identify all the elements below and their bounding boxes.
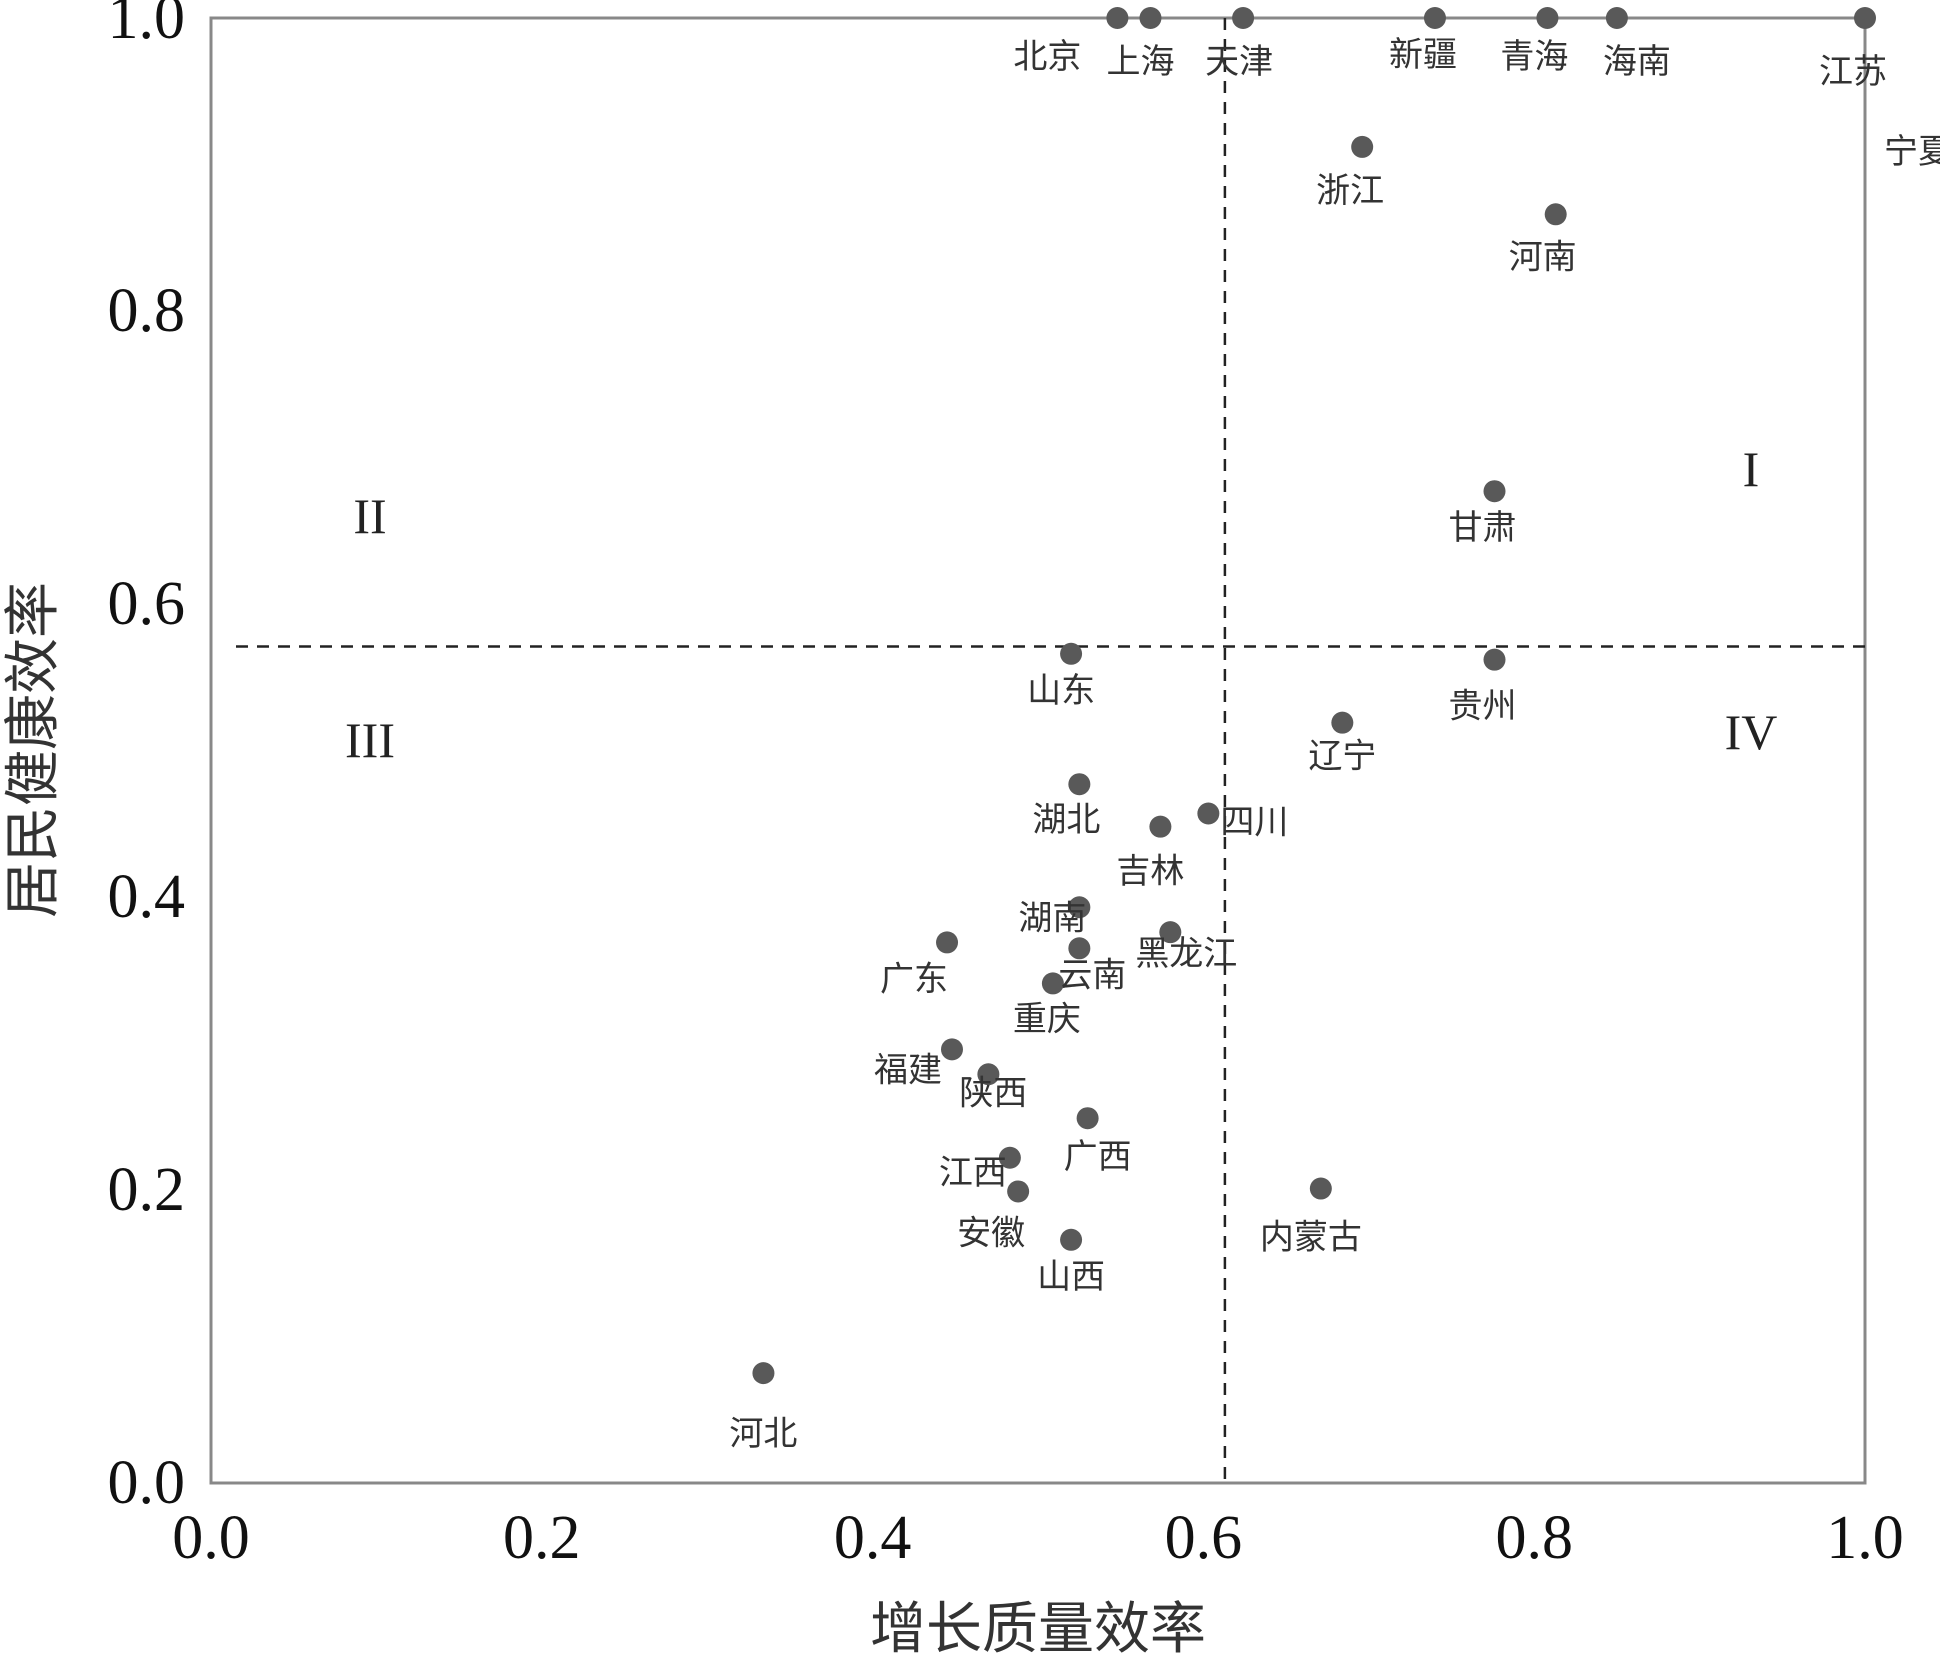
scatter-point (1544, 203, 1567, 226)
point-label: 广西 (1064, 1137, 1132, 1177)
point-label: 陕西 (959, 1073, 1027, 1113)
point-label: 北京 (1013, 37, 1081, 77)
scatter-point (1483, 648, 1506, 671)
quadrant-label: III (345, 712, 395, 768)
point-label: 甘肃 (1449, 508, 1517, 548)
y-tick-label: 0.6 (108, 570, 186, 638)
scatter-point (998, 1146, 1021, 1169)
quadrant-label: II (353, 488, 386, 544)
point-label: 安徽 (957, 1213, 1025, 1253)
plot-frame (209, 16, 1867, 1485)
scatter-point (1106, 7, 1129, 29)
scatter-point (1197, 802, 1220, 825)
y-tick-label: 0.8 (108, 277, 186, 345)
x-tick-label: 0.6 (1165, 1504, 1243, 1572)
x-tick-label: 0.2 (503, 1504, 581, 1572)
scatter-point (1149, 815, 1172, 838)
point-label: 新疆 (1389, 35, 1457, 75)
x-tick-label: 0.8 (1495, 1504, 1573, 1572)
x-axis-title: 增长质量效率 (870, 1597, 1206, 1657)
scatter-point (1159, 921, 1182, 944)
point-label: 湖北 (1032, 800, 1100, 840)
scatter-point (1351, 135, 1374, 158)
point-label: 福建 (874, 1050, 942, 1090)
point-label: 云南 (1058, 955, 1126, 995)
point-label: 吉林 (1116, 852, 1184, 892)
scatter-point (1331, 711, 1354, 734)
scatter-point (936, 931, 959, 954)
x-tick-label: 0.4 (834, 1504, 912, 1572)
scatter-point (1139, 7, 1162, 29)
scatter-point (940, 1038, 963, 1061)
point-label: 贵州 (1449, 687, 1517, 727)
scatter-point (1854, 7, 1876, 29)
point-label: 江苏 (1819, 52, 1887, 92)
y-axis-title: 居民健康效率 (1, 582, 66, 918)
point-label: 浙江 (1316, 171, 1384, 211)
scatter-point (1060, 1228, 1083, 1251)
point-label: 广东 (880, 959, 948, 999)
point-label: 山东 (1027, 671, 1095, 711)
scatter-point (1068, 937, 1091, 960)
point-label: 海南 (1603, 42, 1671, 82)
point-label: 黑龙江 (1135, 934, 1237, 974)
point-label: 辽宁 (1308, 737, 1376, 777)
point-label: 河北 (729, 1414, 797, 1454)
quadrant-label: IV (1725, 704, 1778, 760)
threshold-lines (236, 18, 1865, 1483)
x-axis-ticks: 0.0 0.2 0.4 0.6 0.8 1.0 (172, 1504, 1904, 1572)
y-axis-ticks: 0.0 0.2 0.4 0.6 0.8 1.0 (108, 0, 186, 1517)
point-label: 青海 (1500, 37, 1568, 77)
scatter-point (977, 1063, 1000, 1086)
scatter-point (752, 1362, 775, 1385)
point-label: 重庆 (1013, 999, 1081, 1039)
scatter-point (1309, 1177, 1332, 1200)
scatter-point (1423, 7, 1446, 29)
scatter-point (1483, 480, 1506, 503)
point-label: 江西 (939, 1153, 1007, 1193)
point-label: 四川 (1220, 802, 1288, 842)
point-label: 上海 (1106, 42, 1174, 82)
point-label: 天津 (1205, 42, 1273, 82)
point-label: 宁夏 (1884, 132, 1940, 172)
y-tick-label: 0.0 (108, 1449, 186, 1517)
quadrant-label: I (1743, 441, 1760, 497)
point-label: 内蒙古 (1260, 1218, 1362, 1258)
point-label: 山西 (1037, 1257, 1105, 1297)
y-tick-label: 0.2 (108, 1156, 186, 1224)
scatter-point (1060, 642, 1083, 665)
data-points (752, 7, 1876, 1385)
y-tick-label: 0.4 (108, 863, 186, 931)
scatter-point (1076, 1107, 1099, 1130)
x-tick-label: 1.0 (1826, 1504, 1904, 1572)
scatter-point (1232, 7, 1255, 29)
point-label: 湖南 (1018, 898, 1086, 938)
scatter-point (1068, 896, 1091, 919)
point-label: 河南 (1509, 237, 1577, 277)
scatter-point (1605, 7, 1628, 29)
x-tick-label: 0.0 (172, 1504, 250, 1572)
scatter-point (1536, 7, 1559, 29)
y-tick-label: 1.0 (108, 0, 186, 52)
scatter-point (1068, 773, 1091, 796)
scatter-point (1041, 972, 1064, 995)
scatter-point (1007, 1180, 1030, 1203)
